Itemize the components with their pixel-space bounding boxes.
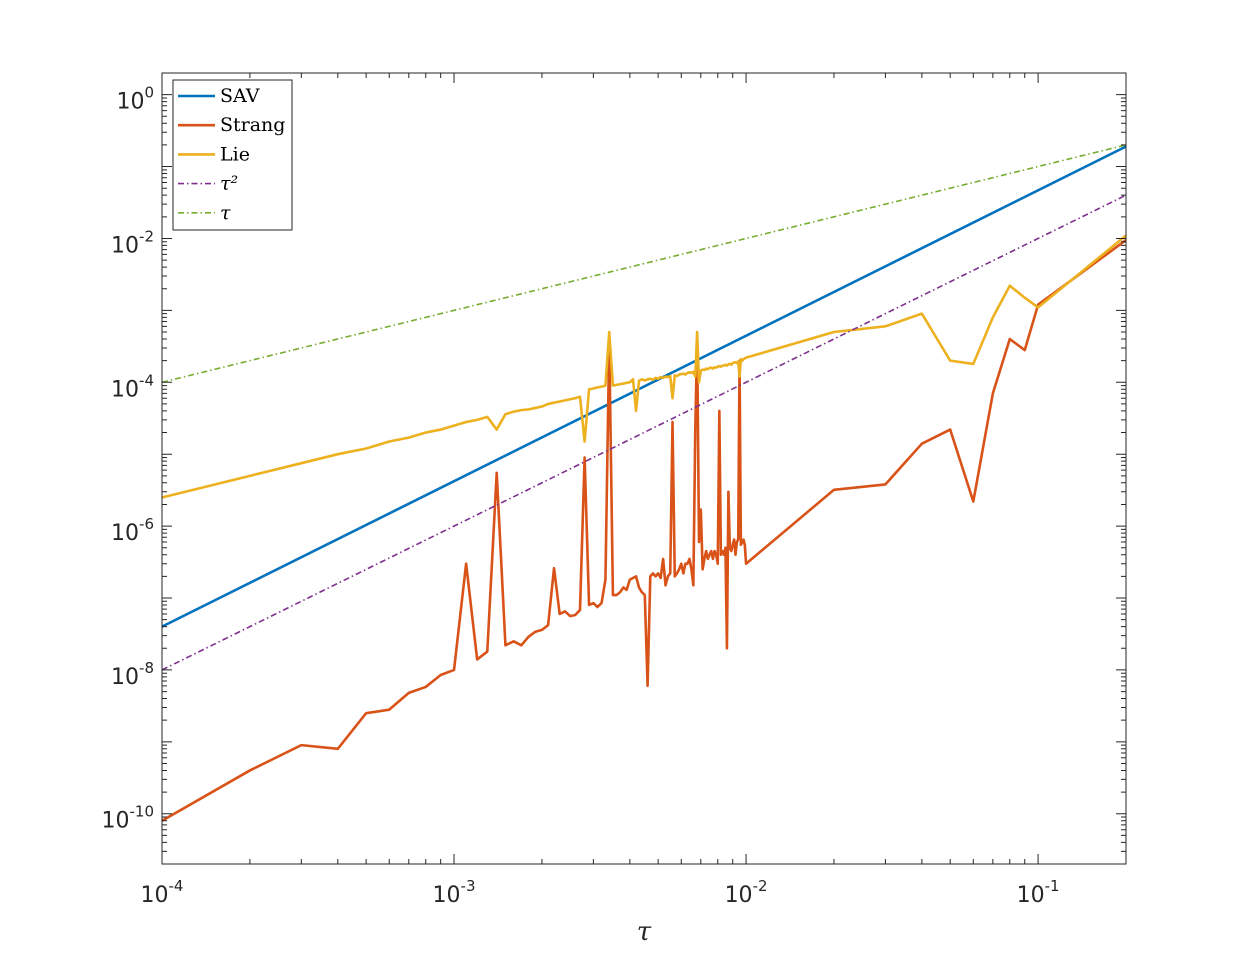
y-tick-label-3: 10-4 — [111, 371, 154, 402]
tick-marks — [161, 72, 1127, 865]
y-tick-label-1: 10-8 — [111, 659, 154, 690]
tick-layer — [161, 72, 1127, 865]
series-line-0 — [161, 145, 1127, 628]
tick-label-layer: 10-4 10-3 10-2 10-1 10-10 10-8 10-6 10-4 10-2 100 — [102, 84, 1060, 908]
plot-frame — [161, 72, 1127, 865]
plot-area — [162, 73, 1126, 864]
series-line-4 — [161, 144, 1127, 384]
series-layer — [161, 144, 1127, 822]
y-tick-label-4: 10-2 — [111, 227, 154, 258]
legend-label-3: τ² — [220, 173, 238, 195]
y-tick-label-0: 10-10 — [102, 803, 155, 834]
x-tick-label-1: 10-3 — [433, 877, 476, 908]
series-line-1 — [161, 239, 1127, 822]
y-tick-label-2: 10-6 — [111, 515, 154, 546]
x-tick-label-3: 10-1 — [1017, 877, 1060, 908]
y-tick-label-5: 100 — [116, 84, 154, 115]
legend-label-4: τ — [220, 202, 231, 224]
x-axis-label: τ — [637, 917, 652, 947]
legend-label-2: Lie — [220, 143, 250, 165]
x-tick-label-0: 10-4 — [141, 877, 184, 908]
legend: SAV Strang Lie τ² τ — [172, 79, 293, 231]
legend-label-0: SAV — [220, 85, 260, 107]
series-line-3 — [161, 194, 1127, 671]
series-line-2 — [161, 234, 1127, 499]
legend-label-1: Strang — [220, 114, 285, 136]
x-tick-label-2: 10-2 — [725, 877, 768, 908]
